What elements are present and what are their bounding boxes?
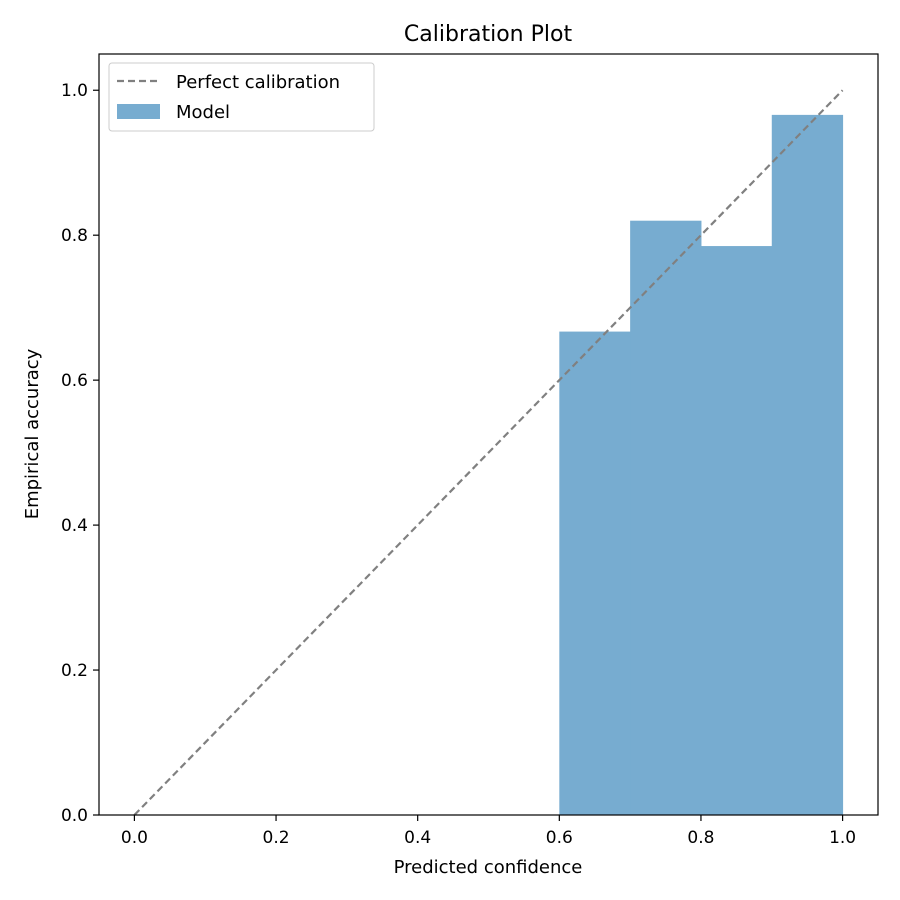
y-tick-label-4: 0.8 bbox=[61, 226, 88, 246]
y-tick-label-3: 0.6 bbox=[61, 371, 88, 391]
x-tick-label-0: 0.0 bbox=[121, 828, 148, 848]
legend-swatch-model bbox=[117, 104, 160, 119]
legend-label-perfect-calibration: Perfect calibration bbox=[176, 72, 340, 93]
x-tick-label-5: 1.0 bbox=[829, 828, 856, 848]
x-tick-label-3: 0.6 bbox=[546, 828, 573, 848]
x-axis-ticks: 0.0 0.2 0.4 0.6 0.8 1.0 bbox=[121, 815, 856, 848]
chart-title: Calibration Plot bbox=[404, 22, 573, 47]
plot-frame bbox=[98, 53, 879, 816]
x-axis-label: Predicted confidence bbox=[394, 857, 583, 878]
y-axis-label: Empirical accuracy bbox=[22, 348, 43, 519]
x-tick-label-1: 0.2 bbox=[263, 828, 290, 848]
bar-bin-3 bbox=[700, 246, 773, 816]
x-tick-label-4: 0.8 bbox=[687, 828, 714, 848]
bar-bin-4 bbox=[771, 114, 844, 815]
bar-bin-2 bbox=[630, 220, 702, 815]
legend-box bbox=[108, 62, 375, 132]
reference-line-layer bbox=[133, 89, 844, 816]
legend-label-model: Model bbox=[176, 102, 230, 123]
y-tick-label-5: 1.0 bbox=[61, 81, 88, 101]
perfect-calibration-line bbox=[133, 89, 844, 816]
y-tick-label-2: 0.4 bbox=[61, 516, 88, 536]
bar-bin-1 bbox=[559, 331, 631, 815]
y-axis-ticks: 0.0 0.2 0.4 0.6 0.8 1.0 bbox=[61, 81, 99, 826]
legend: Perfect calibration Model bbox=[108, 62, 375, 132]
y-tick-label-0: 0.0 bbox=[61, 806, 88, 826]
bars-layer bbox=[559, 114, 844, 816]
y-tick-label-1: 0.2 bbox=[61, 661, 88, 681]
x-tick-label-2: 0.4 bbox=[404, 828, 431, 848]
